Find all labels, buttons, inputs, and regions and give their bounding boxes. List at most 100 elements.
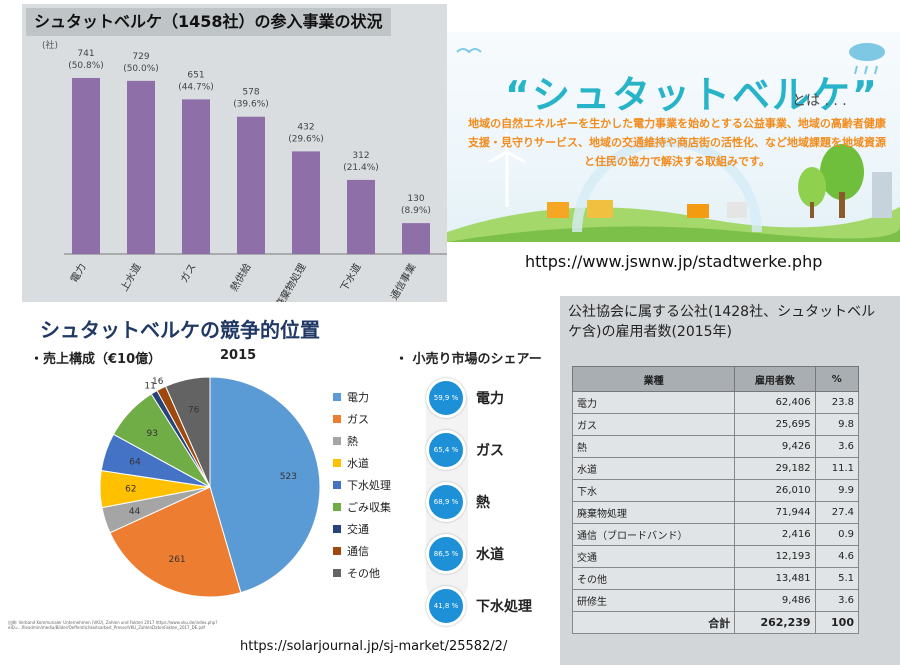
table-row: その他 13,481 5.1 <box>571 567 860 590</box>
market-share-label: 水道 <box>476 547 504 563</box>
cell-industry: 合計 <box>571 611 736 634</box>
source-note: 出典: Verband Kommunaler Unternehmen (VKU)… <box>8 620 218 630</box>
banner-illustration <box>447 43 900 242</box>
cell-employees: 71,944 <box>734 501 816 524</box>
cell-percent: 0.9 <box>814 523 860 546</box>
pie-panel-title: シュタットベルケの競争的位置 <box>40 318 320 342</box>
bar-pct-label: (8.9%) <box>401 206 431 216</box>
market-share-label: 熱 <box>476 495 490 511</box>
table-row: 水道 29,182 11.1 <box>571 457 860 480</box>
cell-employees: 9,486 <box>734 589 816 612</box>
tree-icon <box>820 144 864 200</box>
bar-pct-label: (29.6%) <box>288 134 324 144</box>
banner-panel: “シュタットベルケ” とは . . . 地域の自然エネルギーを生かした電力事業を… <box>447 32 900 242</box>
banner-description: 地域の自然エネルギーを生かした電力事業を始めとする公益事業、地域の高齢者健康支援… <box>468 117 886 168</box>
legend-label: その他 <box>347 567 380 580</box>
legend-label: ごみ収集 <box>347 501 391 514</box>
bar-chart: 741 (50.8%) 電力 729 (50.0%) 上水道 651 (44.7%) ガス 578… <box>64 49 447 302</box>
bar-value-label: 729 <box>132 52 149 62</box>
cell-employees: 13,481 <box>734 567 816 590</box>
cell-percent: 27.4 <box>814 501 860 524</box>
legend-swatch <box>333 547 341 555</box>
bar-pct-label: (21.4%) <box>343 163 379 173</box>
cell-percent: 100 <box>814 611 860 634</box>
cell-employees: 9,426 <box>734 435 816 458</box>
table-row: 下水 26,010 9.9 <box>571 479 860 502</box>
cell-percent: 3.6 <box>814 435 860 458</box>
cell-employees: 2,416 <box>734 523 816 546</box>
pie-year: 2015 <box>220 348 257 363</box>
market-share-badge: 86,5 % <box>426 534 466 574</box>
legend-swatch <box>333 459 341 467</box>
source-url-2[interactable]: https://solarjournal.jp/sj-market/25582/… <box>240 639 508 654</box>
cell-industry: 交通 <box>571 545 736 568</box>
cell-employees: 12,193 <box>734 545 816 568</box>
cell-percent: 4.6 <box>814 545 860 568</box>
table-row: 廃棄物処理 71,944 27.4 <box>571 501 860 524</box>
legend-swatch <box>333 569 341 577</box>
legend-item: 水道 <box>333 452 391 474</box>
bar-chart-unit: (社) <box>42 41 59 51</box>
market-share-item: 68,9 % 熱 <box>426 482 490 522</box>
market-share-badge: 41,8 % <box>426 586 466 626</box>
pie-value-label: 11 <box>144 381 155 391</box>
market-share-item: 86,5 % 水道 <box>426 534 504 574</box>
bar-value-label: 741 <box>77 49 94 59</box>
table-title: 公社協会に属する公社(1428社、シュタットベルケ含)の雇用者数(2015年) <box>568 304 876 340</box>
pie-value-label: 16 <box>152 377 164 387</box>
bar-category-label: ガス <box>178 262 198 285</box>
bar <box>292 151 320 254</box>
table-header-row: 業種 雇用者数 % <box>571 366 860 392</box>
legend-item: 通信 <box>333 540 391 562</box>
market-share-badge: 65,4 % <box>426 430 466 470</box>
legend-swatch <box>333 415 341 423</box>
legend-label: 熱 <box>347 435 358 448</box>
bar-chart-title: シュタットベルケ（1458社）の参入事業の状況 <box>26 8 391 36</box>
bar-value-label: 651 <box>187 70 204 80</box>
bar <box>347 179 375 254</box>
legend-swatch <box>333 393 341 401</box>
legend-item: ガス <box>333 408 391 430</box>
legend-item: 交通 <box>333 518 391 540</box>
cell-industry: 研修生 <box>571 589 736 612</box>
bar-category-label: 上水道 <box>117 261 143 293</box>
pie-value-label: 93 <box>147 429 158 439</box>
pie-slice <box>209 376 321 594</box>
bar-category-label: 通信事業 <box>387 261 418 302</box>
table-row: 通信（ブロードバンド） 2,416 0.9 <box>571 523 860 546</box>
pie-value-label: 261 <box>168 555 185 565</box>
bar-value-label: 578 <box>242 88 259 98</box>
market-share-label: 電力 <box>476 391 504 407</box>
market-share-label: 下水処理 <box>476 599 532 615</box>
pie-slice <box>164 376 211 488</box>
cell-industry: ガス <box>571 413 736 436</box>
bar-value-label: 130 <box>407 194 424 204</box>
bar-value-label: 432 <box>297 122 314 132</box>
legend-item: ごみ収集 <box>333 496 391 518</box>
pie-value-label: 76 <box>188 406 200 416</box>
cell-employees: 26,010 <box>734 479 816 502</box>
pie-value-label: 44 <box>129 507 141 517</box>
market-share-badge: 59,9 % <box>426 378 466 418</box>
cell-employees: 25,695 <box>734 413 816 436</box>
bar-pct-label: (50.0%) <box>123 64 159 74</box>
source-url-1[interactable]: https://www.jswnw.jp/stadtwerke.php <box>525 252 823 271</box>
banner-title-suffix: とは . . . <box>792 93 847 109</box>
table-row: 交通 12,193 4.6 <box>571 545 860 568</box>
cell-industry: 下水 <box>571 479 736 502</box>
legend-item: 電力 <box>333 386 391 408</box>
table-row: 研修生 9,486 3.6 <box>571 589 860 612</box>
bar-category-label: 電力 <box>67 261 88 285</box>
table-row: 熱 9,426 3.6 <box>571 435 860 458</box>
pie-value-label: 523 <box>280 472 297 482</box>
cell-industry: 水道 <box>571 457 736 480</box>
bar-pct-label: (39.6%) <box>233 100 269 110</box>
market-share-label: ガス <box>476 443 504 459</box>
cell-percent: 23.8 <box>814 391 860 414</box>
legend-label: 電力 <box>347 391 369 404</box>
cell-percent: 5.1 <box>814 567 860 590</box>
legend-item: 下水処理 <box>333 474 391 496</box>
legend-label: 下水処理 <box>347 479 391 492</box>
cell-percent: 3.6 <box>814 589 860 612</box>
legend-label: 水道 <box>347 457 369 470</box>
